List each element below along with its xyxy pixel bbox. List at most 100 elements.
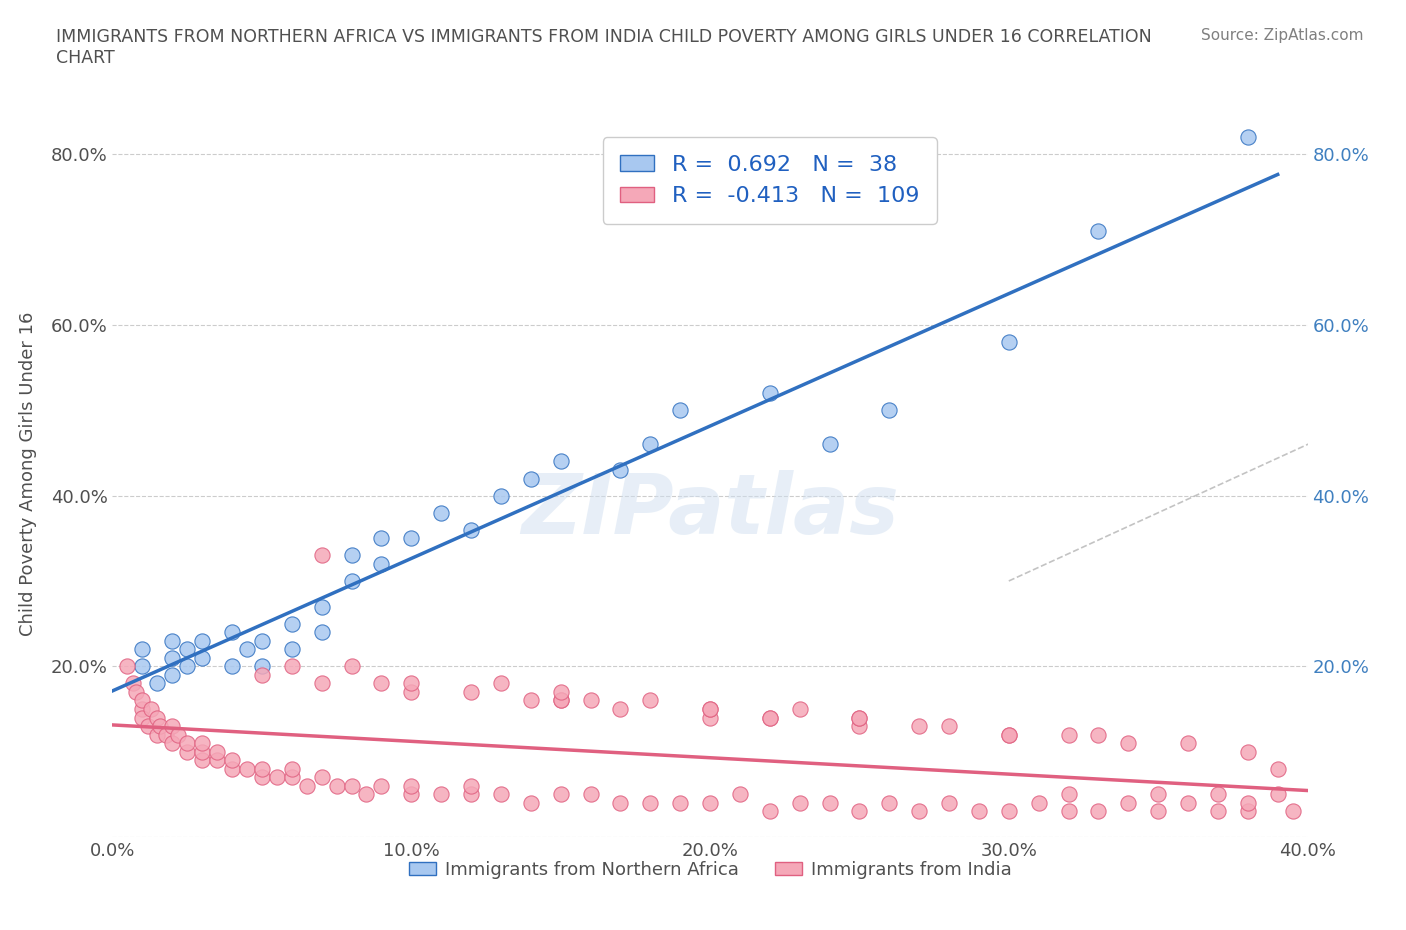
Point bbox=[401, 531, 423, 546]
Point bbox=[131, 693, 153, 708]
Point bbox=[789, 795, 811, 810]
Point bbox=[1177, 795, 1199, 810]
Point bbox=[281, 617, 304, 631]
Point bbox=[998, 804, 1021, 818]
Point bbox=[430, 505, 453, 520]
Point bbox=[550, 693, 572, 708]
Point bbox=[401, 676, 423, 691]
Point bbox=[848, 719, 870, 734]
Point bbox=[640, 693, 662, 708]
Text: ZIPatlas: ZIPatlas bbox=[522, 470, 898, 551]
Point bbox=[401, 684, 423, 699]
Point bbox=[250, 658, 273, 673]
Point bbox=[938, 795, 960, 810]
Y-axis label: Child Poverty Among Girls Under 16: Child Poverty Among Girls Under 16 bbox=[18, 312, 37, 636]
Point bbox=[728, 787, 751, 802]
Point bbox=[609, 795, 631, 810]
Point bbox=[221, 658, 243, 673]
Point bbox=[370, 676, 392, 691]
Point bbox=[1267, 787, 1289, 802]
Point bbox=[550, 454, 572, 469]
Point bbox=[146, 711, 169, 725]
Point bbox=[176, 736, 198, 751]
Point bbox=[640, 437, 662, 452]
Point bbox=[550, 693, 572, 708]
Point bbox=[221, 625, 243, 640]
Point bbox=[520, 795, 543, 810]
Point bbox=[1087, 804, 1109, 818]
Point bbox=[176, 642, 198, 657]
Point bbox=[1028, 795, 1050, 810]
Point bbox=[1087, 223, 1109, 238]
Point bbox=[401, 778, 423, 793]
Point bbox=[311, 548, 333, 563]
Point bbox=[141, 701, 163, 716]
Point bbox=[699, 795, 721, 810]
Point bbox=[131, 658, 153, 673]
Point bbox=[879, 795, 901, 810]
Point bbox=[520, 472, 543, 486]
Point bbox=[699, 711, 721, 725]
Point bbox=[205, 752, 228, 767]
Point bbox=[489, 488, 512, 503]
Point bbox=[998, 335, 1021, 350]
Point bbox=[236, 642, 259, 657]
Point bbox=[370, 556, 392, 571]
Point bbox=[205, 744, 228, 759]
Point bbox=[550, 787, 572, 802]
Text: Source: ZipAtlas.com: Source: ZipAtlas.com bbox=[1201, 28, 1364, 43]
Point bbox=[550, 684, 572, 699]
Point bbox=[699, 701, 721, 716]
Point bbox=[266, 770, 288, 785]
Point bbox=[311, 676, 333, 691]
Point bbox=[489, 676, 512, 691]
Point bbox=[998, 727, 1021, 742]
Point bbox=[221, 752, 243, 767]
Point bbox=[340, 548, 363, 563]
Point bbox=[117, 658, 139, 673]
Legend: Immigrants from Northern Africa, Immigrants from India: Immigrants from Northern Africa, Immigra… bbox=[401, 854, 1019, 886]
Point bbox=[221, 762, 243, 777]
Point bbox=[1147, 804, 1170, 818]
Point bbox=[1147, 787, 1170, 802]
Point bbox=[131, 701, 153, 716]
Point bbox=[520, 693, 543, 708]
Point bbox=[191, 744, 214, 759]
Point bbox=[669, 403, 692, 418]
Point bbox=[460, 684, 482, 699]
Point bbox=[460, 787, 482, 802]
Point bbox=[236, 762, 259, 777]
Point bbox=[1177, 736, 1199, 751]
Point bbox=[281, 762, 304, 777]
Point bbox=[579, 693, 602, 708]
Point bbox=[125, 684, 148, 699]
Point bbox=[281, 642, 304, 657]
Point bbox=[759, 711, 782, 725]
Point bbox=[759, 386, 782, 401]
Point bbox=[131, 642, 153, 657]
Point bbox=[759, 804, 782, 818]
Point bbox=[162, 633, 183, 648]
Point bbox=[311, 599, 333, 614]
Point bbox=[162, 650, 183, 665]
Point bbox=[281, 658, 304, 673]
Point bbox=[401, 787, 423, 802]
Point bbox=[250, 633, 273, 648]
Point bbox=[908, 719, 931, 734]
Point bbox=[122, 676, 145, 691]
Point bbox=[848, 711, 870, 725]
Point bbox=[146, 727, 169, 742]
Point bbox=[1118, 736, 1140, 751]
Point bbox=[131, 711, 153, 725]
Point bbox=[430, 787, 453, 802]
Point bbox=[818, 795, 841, 810]
Text: IMMIGRANTS FROM NORTHERN AFRICA VS IMMIGRANTS FROM INDIA CHILD POVERTY AMONG GIR: IMMIGRANTS FROM NORTHERN AFRICA VS IMMIG… bbox=[56, 28, 1152, 67]
Point bbox=[1087, 727, 1109, 742]
Point bbox=[155, 727, 177, 742]
Point bbox=[609, 462, 631, 477]
Point bbox=[295, 778, 318, 793]
Point bbox=[579, 787, 602, 802]
Point bbox=[250, 762, 273, 777]
Point bbox=[1057, 727, 1080, 742]
Point bbox=[1237, 744, 1260, 759]
